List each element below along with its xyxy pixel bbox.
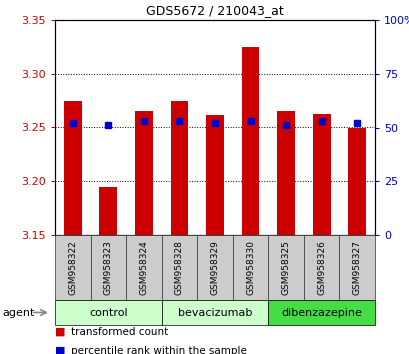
Text: ■: ■ — [55, 326, 65, 337]
Text: GSM958328: GSM958328 — [175, 240, 184, 295]
Text: percentile rank within the sample: percentile rank within the sample — [71, 346, 247, 354]
Text: GSM958323: GSM958323 — [103, 240, 112, 295]
Text: dibenzazepine: dibenzazepine — [281, 308, 361, 318]
Bar — [135, 112, 153, 235]
Text: GSM958329: GSM958329 — [210, 240, 219, 295]
Bar — [206, 115, 223, 235]
Text: ■: ■ — [55, 346, 65, 354]
Bar — [312, 114, 330, 235]
Bar — [241, 47, 259, 235]
Text: GSM958322: GSM958322 — [68, 240, 77, 295]
Bar — [170, 101, 188, 235]
Text: GSM958326: GSM958326 — [317, 240, 326, 295]
Bar — [276, 112, 294, 235]
Title: GDS5672 / 210043_at: GDS5672 / 210043_at — [146, 5, 283, 17]
Bar — [348, 127, 365, 235]
Text: agent: agent — [2, 308, 34, 318]
Text: GSM958325: GSM958325 — [281, 240, 290, 295]
Text: bevacizumab: bevacizumab — [178, 308, 252, 318]
Text: GSM958324: GSM958324 — [139, 240, 148, 295]
Text: transformed count: transformed count — [71, 326, 168, 337]
Text: GSM958327: GSM958327 — [352, 240, 361, 295]
Bar — [99, 187, 117, 235]
Text: GSM958330: GSM958330 — [245, 240, 254, 295]
Bar — [64, 101, 81, 235]
Text: control: control — [89, 308, 127, 318]
